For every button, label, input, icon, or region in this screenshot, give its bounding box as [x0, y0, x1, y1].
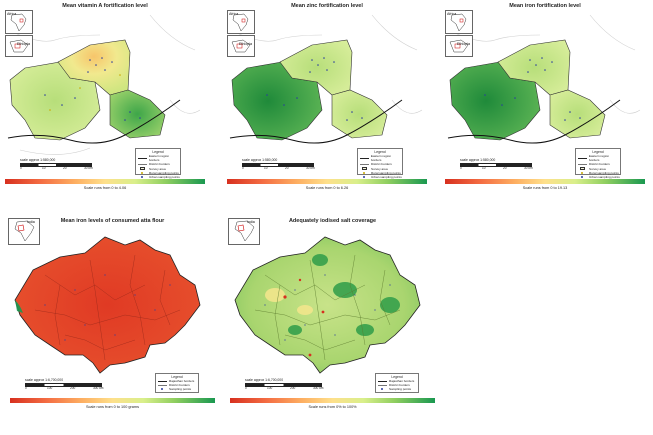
map-zinc: [229, 14, 423, 144]
legend: Legend Eastern region borders District b…: [357, 148, 403, 179]
green-patches: [288, 254, 400, 336]
survey-area-west: [9, 61, 101, 141]
panel-atta-iron: Mean iron levels of consumed atta flour …: [5, 215, 220, 430]
panel-title: Mean iron levels of consumed atta flour: [60, 218, 165, 224]
color-scale: [445, 179, 645, 184]
sampling-points: [44, 274, 171, 341]
survey-area-east: [549, 89, 606, 139]
inset-ethiopia: Ethiopia: [227, 35, 255, 57]
eastern-region-border: [229, 99, 403, 144]
map-vitamin-a: [7, 14, 201, 155]
color-scale: [10, 398, 215, 403]
eastern-region-border: [7, 99, 181, 144]
survey-area-east: [331, 89, 388, 139]
survey-area-west: [449, 61, 541, 141]
sampling-points: [484, 57, 581, 121]
scale-label: scale approx 1:580,000: [20, 158, 56, 162]
inset-label: India: [27, 220, 35, 224]
sampling-points: [44, 57, 141, 121]
survey-area-west: [231, 61, 323, 141]
panel-iron: Mean iron fortification level Africa Eth…: [440, 0, 650, 200]
legend: Legend Rajasthan borders District border…: [375, 373, 419, 393]
color-scale-caption: Scale runs from 0% to 100%: [308, 405, 357, 409]
panel-title: Mean iron fortification level: [509, 3, 581, 9]
eastern-region-border: [447, 99, 621, 144]
district-borders: [34, 254, 181, 361]
panel-title: Mean zinc fortification level: [291, 3, 363, 9]
scale-bar: scale approx 1:580,000 0 10 20 30 km: [20, 158, 100, 172]
color-scale: [230, 398, 435, 403]
rajasthan-outline: [234, 236, 421, 374]
map-iron: [447, 14, 641, 144]
inset-africa: Africa: [227, 10, 255, 34]
scale-bar: scale approx 1:6,700,000 0 100 200 300 k…: [25, 378, 104, 390]
rajasthan-outline: [14, 236, 201, 374]
sampling-points: [264, 274, 391, 341]
map-atta-iron: [14, 236, 201, 374]
scale-bar: scale approx 1:580,000 0 10 20 30 km: [242, 158, 315, 170]
color-scale: [227, 179, 427, 184]
scale-bar: scale approx 1:6,700,000 0 100 200 300 k…: [245, 378, 324, 390]
panel-title: Adequately iodised salt coverage: [288, 218, 377, 224]
rural-points: [49, 74, 121, 111]
low-value-patch: [15, 300, 23, 313]
hotspots: [283, 278, 325, 357]
panel-title: Mean vitamin A fortification level: [62, 3, 148, 9]
inset-ethiopia: Ethiopia: [445, 35, 473, 57]
district-borders: [254, 254, 401, 361]
color-scale-caption: Scale runs from 0 to 100 grams: [86, 405, 139, 409]
color-scale-caption: Scale runs from 0 to 19.13: [522, 186, 568, 190]
inset-label: Africa: [7, 12, 17, 16]
inset-ethiopia: Ethiopia: [5, 35, 33, 57]
low-coverage-patches: [265, 288, 313, 315]
panel-vitamin-a: Mean vitamin A fortification level Afric…: [0, 0, 210, 200]
survey-area-east: [109, 89, 166, 139]
color-scale-caption: Scale runs from 0 to 4.06: [83, 186, 127, 190]
legend: Legend Rajasthan borders District border…: [155, 373, 199, 393]
inset-africa: Africa: [5, 10, 33, 34]
inset-label: Ethiopia: [17, 42, 30, 46]
color-scale-caption: Scale runs from 0 to 6.26: [305, 186, 349, 190]
sampling-points: [266, 57, 363, 121]
inset-africa: Africa: [445, 10, 473, 34]
inset-label: India: [247, 220, 255, 224]
color-scale: [5, 179, 205, 184]
panel-zinc: Mean zinc fortification level Africa Eth…: [222, 0, 432, 200]
map-iodised-salt: [234, 236, 421, 374]
inset-india: India: [8, 218, 40, 245]
legend: Legend Eastern region borders District b…: [135, 148, 181, 179]
inset-india: India: [228, 218, 260, 245]
legend: Legend Eastern region borders District b…: [575, 148, 621, 179]
scale-bar: scale approx 1:580,000 0 10 20 30 km: [460, 158, 533, 170]
panel-iodised-salt: Adequately iodised salt coverage: [225, 215, 440, 430]
